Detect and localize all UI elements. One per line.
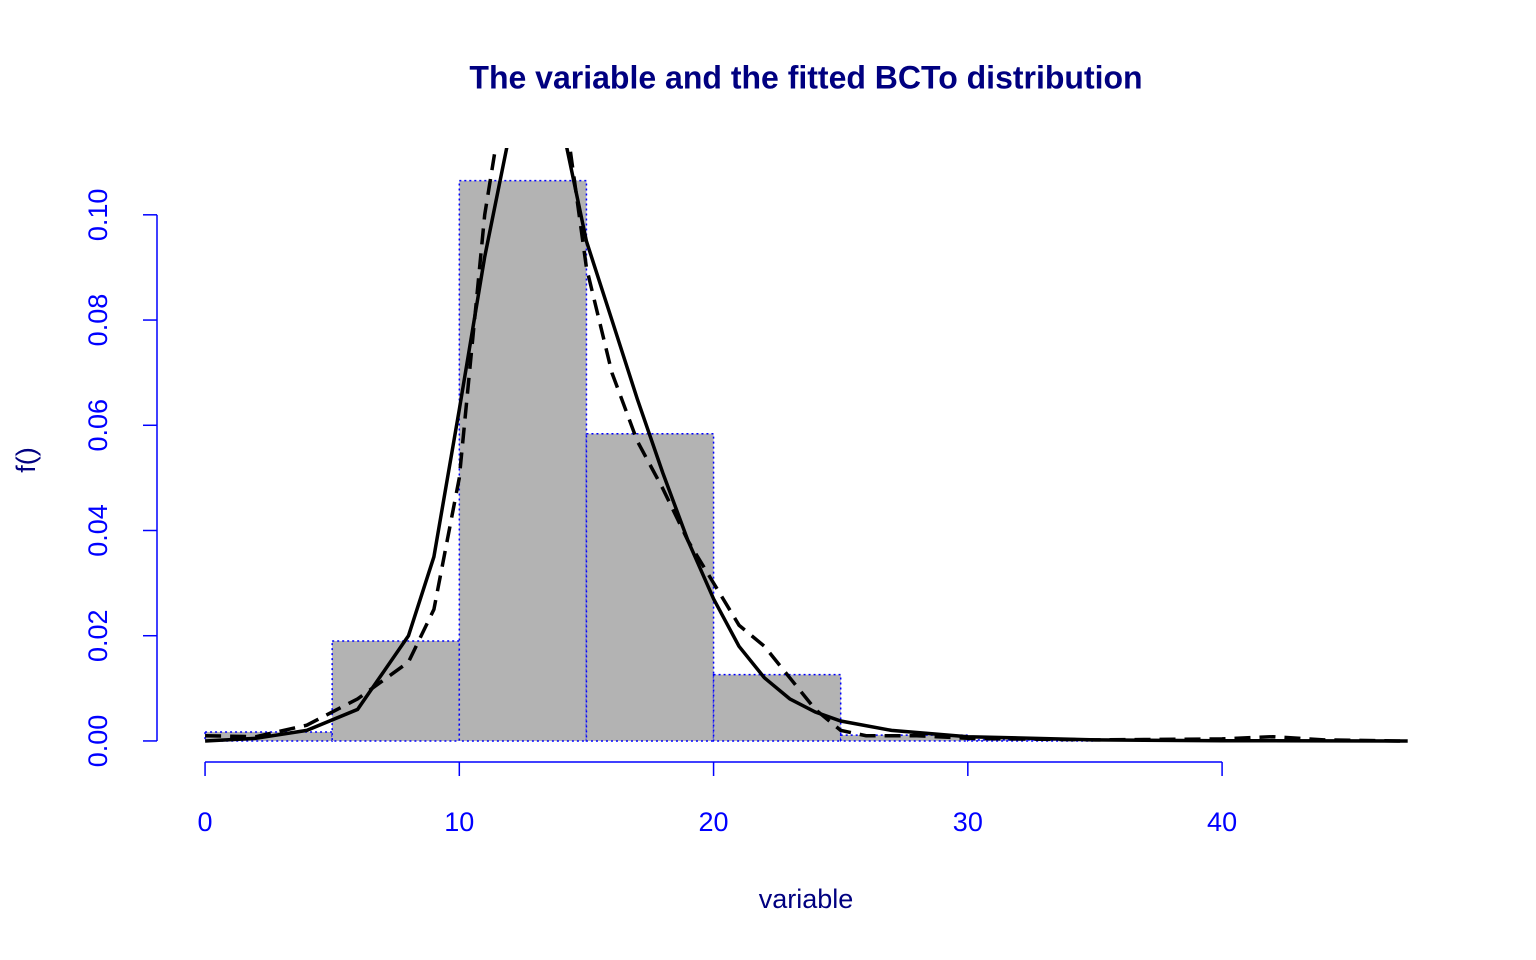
y-axis-label: f() [11,447,41,472]
bar [585,432,715,742]
x-tick-label: 10 [444,807,474,837]
bar [967,739,1096,742]
bar [712,673,842,742]
y-tick-label: 0.08 [83,294,113,347]
y-tick-label: 0.10 [83,189,113,242]
plot-area [204,148,1408,743]
bar [331,640,461,742]
x-axis-label: variable [759,884,854,914]
density-line [205,148,1408,743]
density-line [205,148,1401,743]
y-tick-label: 0.04 [83,504,113,557]
y-tick-label: 0.06 [83,399,113,452]
x-tick-label: 30 [953,807,983,837]
y-tick-label: 0.02 [83,609,113,662]
y-tick-label: 0.00 [83,715,113,768]
x-tick-label: 0 [198,807,213,837]
x-tick-label: 40 [1207,807,1237,837]
x-tick-label: 20 [699,807,729,837]
chart-title: The variable and the fitted BCTo distrib… [469,59,1142,95]
